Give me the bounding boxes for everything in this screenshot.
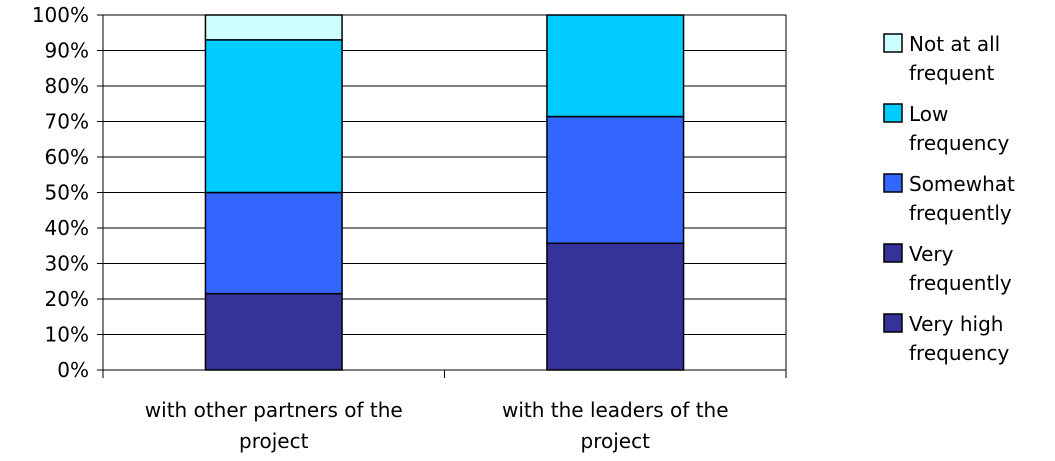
y-tick-label: 70% bbox=[45, 110, 89, 134]
legend-label: Very frequently bbox=[909, 242, 1012, 295]
bar-segment bbox=[205, 193, 342, 294]
legend: Not at all frequent Low frequency Somewhat fr… bbox=[884, 32, 1015, 365]
legend-swatch bbox=[884, 104, 902, 122]
x-category-label: with the leaders of the project bbox=[502, 398, 729, 453]
y-tick-label: 80% bbox=[45, 74, 89, 98]
y-tick-label: 90% bbox=[45, 39, 89, 63]
bar-segment bbox=[547, 243, 684, 370]
legend-swatch bbox=[884, 314, 902, 332]
legend-swatch bbox=[884, 34, 902, 52]
y-tick-label: 0% bbox=[57, 358, 89, 382]
y-tick-label: 50% bbox=[45, 181, 89, 205]
y-tick-label: 10% bbox=[45, 323, 89, 347]
bar-segment bbox=[205, 40, 342, 193]
y-tick-label: 30% bbox=[45, 252, 89, 276]
bar-segment bbox=[205, 294, 342, 370]
legend-swatch bbox=[884, 174, 902, 192]
legend-label: Not at all frequent bbox=[909, 32, 1000, 85]
bar-segment bbox=[205, 15, 342, 40]
y-tick-label: 60% bbox=[45, 145, 89, 169]
legend-label: Very high frequency bbox=[909, 312, 1009, 365]
y-tick-label: 100% bbox=[32, 3, 89, 27]
y-tick-label: 40% bbox=[45, 216, 89, 240]
legend-label: Somewhat frequently bbox=[909, 172, 1015, 225]
y-axis-ticks: 0% 10% 20% 30% 40% 50% 60% 70% 80% 90% 100% bbox=[32, 3, 103, 382]
bar-segment bbox=[547, 15, 684, 117]
x-category-label: with other partners of the project bbox=[145, 398, 403, 453]
y-tick-label: 20% bbox=[45, 287, 89, 311]
legend-swatch bbox=[884, 244, 902, 262]
bar-segment bbox=[547, 117, 684, 244]
legend-label: Low frequency bbox=[909, 102, 1009, 155]
x-axis-categories: with other partners of the project with th… bbox=[145, 398, 729, 453]
